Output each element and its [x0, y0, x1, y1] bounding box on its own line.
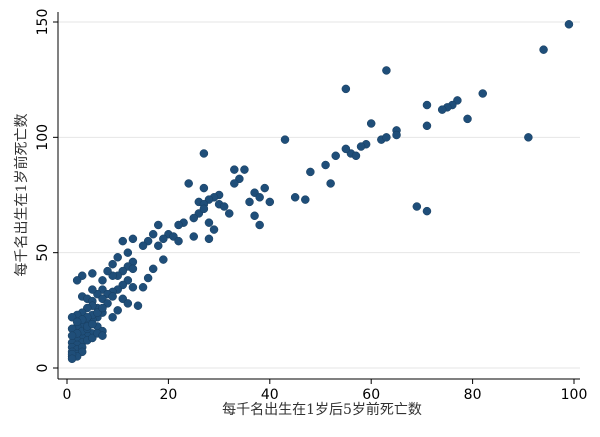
gridlines	[58, 21, 580, 369]
data-point-100	[88, 285, 97, 294]
data-point-9	[422, 100, 432, 110]
data-point-53	[199, 204, 209, 214]
data-point-69	[189, 232, 198, 241]
data-point-71	[154, 241, 163, 250]
data-point-78	[108, 259, 117, 269]
data-point-82	[148, 264, 158, 274]
data-point-51	[224, 209, 234, 218]
data-point-74	[123, 248, 133, 257]
data-point-14	[392, 130, 401, 140]
data-point-24	[331, 151, 340, 161]
data-point-27	[306, 167, 315, 177]
data-point-1	[539, 45, 548, 54]
data-point-109	[113, 306, 122, 315]
data-point-50	[219, 202, 229, 211]
data-point-94	[138, 283, 148, 292]
data-point-30	[412, 202, 422, 211]
data-point-153	[98, 331, 107, 340]
data-point-64	[159, 234, 168, 244]
data-point-105	[108, 292, 117, 301]
data-point-91	[72, 276, 82, 285]
data-point-130	[72, 317, 82, 327]
data-point-39	[260, 183, 269, 193]
data-point-70	[204, 234, 214, 244]
data-points	[67, 20, 574, 364]
x-tick-label-0: 0	[63, 387, 72, 403]
data-point-33	[230, 165, 239, 174]
data-point-73	[118, 236, 128, 246]
y-tick-label-50: 50	[35, 244, 51, 262]
data-point-87	[103, 266, 112, 276]
data-point-72	[128, 234, 138, 244]
data-point-56	[174, 220, 183, 230]
data-point-12	[422, 121, 432, 131]
data-point-61	[154, 220, 163, 230]
data-point-141	[67, 331, 77, 340]
data-point-28	[290, 193, 300, 202]
data-point-4	[478, 89, 487, 98]
data-point-77	[113, 253, 122, 262]
data-point-8	[437, 105, 447, 114]
data-point-41	[265, 197, 275, 207]
data-point-108	[133, 301, 143, 310]
x-tick-label-20: 20	[159, 387, 177, 403]
data-point-89	[88, 269, 97, 278]
data-point-11	[366, 119, 376, 128]
data-point-65	[148, 229, 158, 239]
x-axis-title: 每千名出生在1岁后5岁前死亡数	[222, 401, 422, 418]
x-tick-label-80: 80	[464, 387, 482, 403]
data-point-75	[159, 255, 168, 264]
data-point-34	[240, 165, 249, 174]
data-point-93	[128, 283, 138, 292]
x-tick-label-60: 60	[362, 387, 380, 403]
data-point-58	[250, 211, 259, 221]
data-point-67	[138, 241, 148, 250]
data-point-23	[351, 151, 361, 161]
data-point-16	[382, 133, 391, 142]
data-point-29	[301, 195, 310, 204]
data-point-68	[174, 236, 183, 246]
data-point-26	[326, 179, 335, 188]
data-point-127	[98, 303, 107, 313]
y-tick-label-0: 0	[35, 364, 51, 373]
data-point-60	[209, 225, 219, 234]
data-point-38	[230, 179, 239, 188]
data-point-10	[463, 114, 472, 124]
data-point-18	[524, 133, 533, 142]
x-tick-label-40: 40	[261, 387, 279, 403]
data-point-2	[382, 66, 391, 75]
data-point-37	[199, 183, 209, 193]
data-point-88	[98, 276, 107, 285]
data-point-117	[108, 313, 117, 322]
data-point-25	[321, 160, 330, 170]
data-point-32	[199, 149, 209, 158]
data-point-81	[128, 264, 138, 274]
data-point-31	[422, 206, 432, 216]
data-point-0	[564, 20, 574, 29]
data-point-43	[255, 193, 264, 202]
y-axis-title: 每千名出生在1岁前死亡数	[13, 114, 30, 277]
data-point-83	[143, 273, 153, 283]
data-point-57	[204, 218, 214, 227]
data-point-22	[341, 144, 351, 154]
data-point-159	[88, 319, 97, 329]
data-point-17	[280, 135, 290, 144]
data-point-3	[341, 84, 351, 94]
data-point-36	[184, 179, 193, 188]
data-point-59	[255, 220, 264, 230]
data-point-54	[189, 213, 198, 223]
axes: 0 50 100 150 0 20 40 60 80 100	[35, 9, 587, 403]
data-point-20	[356, 142, 366, 151]
data-point-157	[67, 354, 77, 364]
y-tick-label-100: 100	[35, 124, 51, 151]
y-tick-label-150: 150	[35, 9, 51, 36]
data-point-107	[123, 299, 133, 308]
x-tick-label-100: 100	[561, 387, 588, 403]
data-point-42	[245, 197, 254, 207]
